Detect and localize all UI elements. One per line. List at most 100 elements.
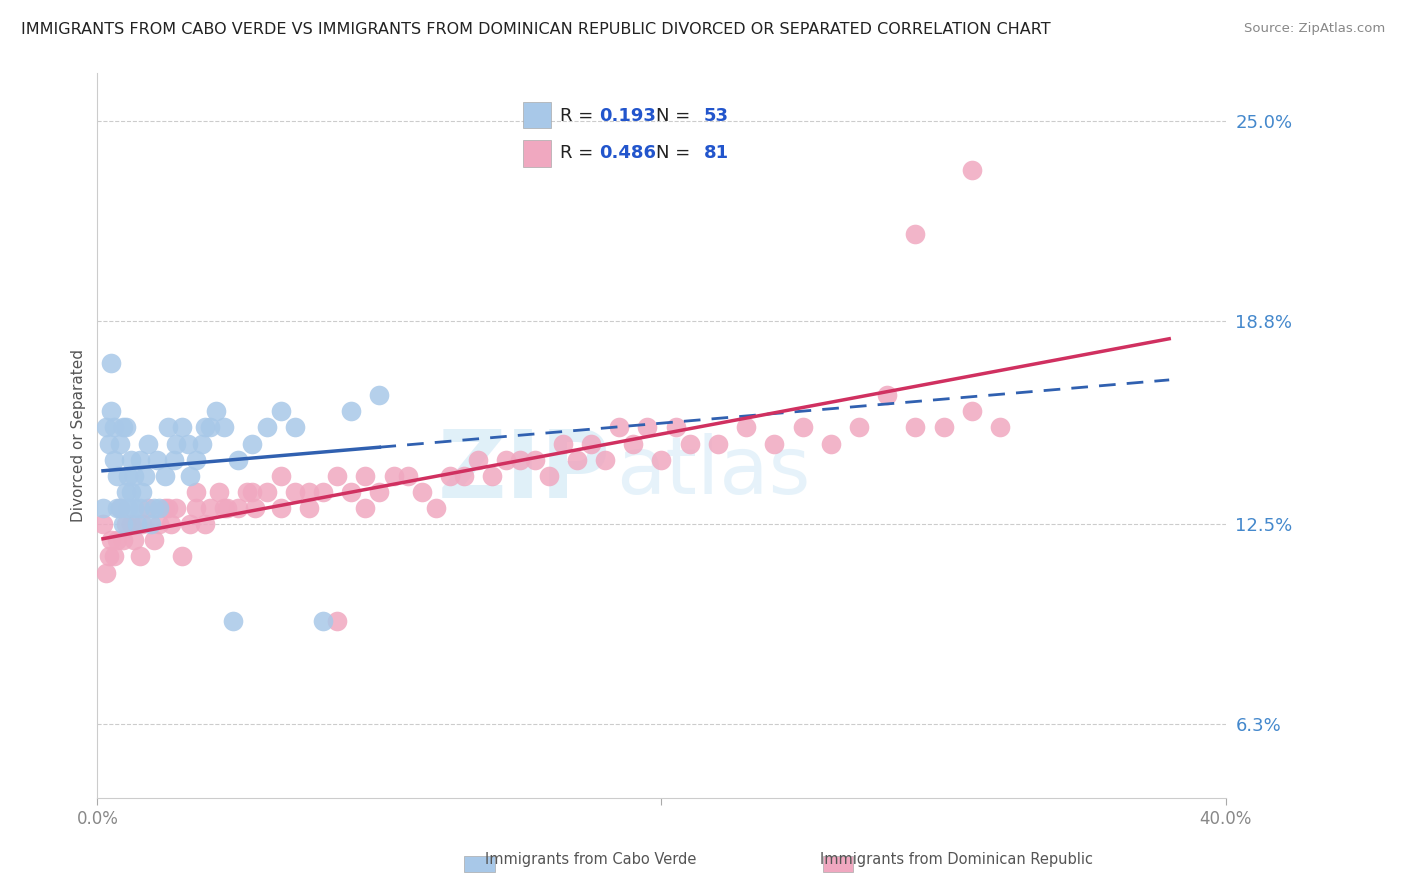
Point xyxy=(988,420,1011,434)
Point xyxy=(340,404,363,418)
Point xyxy=(94,420,117,434)
Point xyxy=(354,501,377,516)
Point xyxy=(960,162,983,177)
Point xyxy=(579,436,602,450)
Point xyxy=(876,388,898,402)
Point xyxy=(139,517,162,532)
Point xyxy=(105,468,128,483)
Point xyxy=(284,420,307,434)
Point xyxy=(117,468,139,483)
Point xyxy=(131,485,153,500)
Point xyxy=(120,485,142,500)
Point xyxy=(134,468,156,483)
Point xyxy=(128,549,150,564)
Point xyxy=(326,614,349,628)
Point xyxy=(312,614,335,628)
Point xyxy=(100,356,122,370)
Point xyxy=(820,436,842,450)
Point xyxy=(607,420,630,434)
Text: Source: ZipAtlas.com: Source: ZipAtlas.com xyxy=(1244,22,1385,36)
Point xyxy=(551,436,574,450)
Point xyxy=(136,501,159,516)
Point xyxy=(537,468,560,483)
Point xyxy=(214,420,236,434)
Point xyxy=(120,452,142,467)
Point xyxy=(176,436,198,450)
Point xyxy=(256,420,278,434)
Point xyxy=(100,404,122,418)
Point xyxy=(214,501,236,516)
Point xyxy=(148,517,170,532)
Point xyxy=(162,452,184,467)
Point xyxy=(170,549,193,564)
Point xyxy=(932,420,955,434)
Point xyxy=(236,485,259,500)
Point xyxy=(114,485,136,500)
Point xyxy=(193,420,215,434)
Point xyxy=(184,485,207,500)
Point xyxy=(481,468,503,483)
Point xyxy=(159,517,181,532)
Point xyxy=(222,614,245,628)
Point xyxy=(165,436,187,450)
Point xyxy=(131,517,153,532)
Point xyxy=(136,436,159,450)
Point xyxy=(208,485,231,500)
Point xyxy=(707,436,730,450)
Point xyxy=(125,517,148,532)
Point xyxy=(122,533,145,548)
Point xyxy=(904,420,927,434)
Point xyxy=(593,452,616,467)
Point xyxy=(105,501,128,516)
Point xyxy=(108,501,131,516)
Point xyxy=(145,452,167,467)
Point xyxy=(382,468,405,483)
Point xyxy=(312,485,335,500)
Point xyxy=(111,533,134,548)
Point xyxy=(960,404,983,418)
Point xyxy=(340,485,363,500)
Text: Immigrants from Cabo Verde: Immigrants from Cabo Verde xyxy=(485,852,696,867)
Point xyxy=(117,501,139,516)
Point xyxy=(148,501,170,516)
Point xyxy=(664,420,686,434)
Point xyxy=(105,533,128,548)
Point xyxy=(298,501,321,516)
Point xyxy=(242,436,264,450)
Point xyxy=(368,388,391,402)
Point xyxy=(228,452,250,467)
Point xyxy=(425,501,447,516)
Point xyxy=(153,468,176,483)
Point xyxy=(270,468,292,483)
Point xyxy=(120,517,142,532)
Point xyxy=(368,485,391,500)
Point xyxy=(94,566,117,580)
Point xyxy=(217,501,239,516)
Point xyxy=(100,533,122,548)
Text: atlas: atlas xyxy=(616,433,811,511)
Point xyxy=(103,549,125,564)
Point xyxy=(156,501,179,516)
Point xyxy=(270,404,292,418)
Point xyxy=(354,468,377,483)
Point xyxy=(193,517,215,532)
Point xyxy=(298,485,321,500)
Point xyxy=(245,501,267,516)
Point xyxy=(108,501,131,516)
Point xyxy=(198,420,221,434)
Point xyxy=(91,501,114,516)
Point xyxy=(270,501,292,516)
Point xyxy=(467,452,489,467)
Point xyxy=(679,436,702,450)
Point xyxy=(165,501,187,516)
Text: Immigrants from Dominican Republic: Immigrants from Dominican Republic xyxy=(820,852,1092,867)
Point xyxy=(179,468,201,483)
Point xyxy=(523,452,546,467)
Point xyxy=(122,501,145,516)
Point xyxy=(326,468,349,483)
Point xyxy=(792,420,814,434)
Point xyxy=(763,436,786,450)
Point xyxy=(184,501,207,516)
Text: ZIP: ZIP xyxy=(437,425,610,518)
Point xyxy=(128,501,150,516)
